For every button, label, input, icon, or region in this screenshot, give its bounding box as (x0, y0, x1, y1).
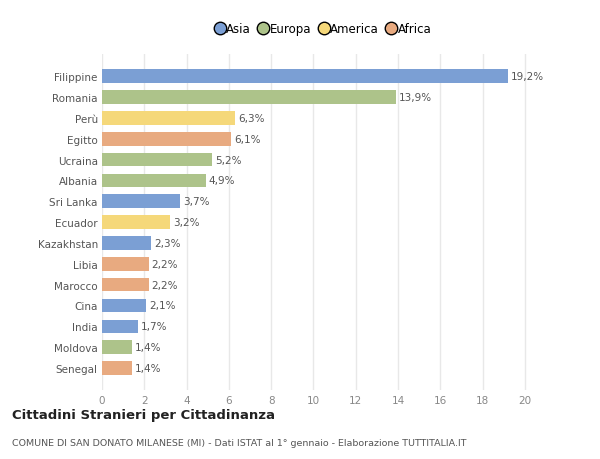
Text: 3,2%: 3,2% (173, 218, 199, 228)
Text: 6,1%: 6,1% (234, 134, 260, 145)
Bar (102, 70, 508, 84)
Text: 19,2%: 19,2% (511, 72, 544, 82)
Text: COMUNE DI SAN DONATO MILANESE (MI) - Dati ISTAT al 1° gennaio - Elaborazione TUT: COMUNE DI SAN DONATO MILANESE (MI) - Dat… (12, 438, 467, 447)
Text: 1,4%: 1,4% (135, 342, 161, 353)
Bar (102, 216, 170, 230)
Bar (102, 112, 235, 125)
Text: 1,4%: 1,4% (135, 363, 161, 373)
Text: 5,2%: 5,2% (215, 155, 242, 165)
Text: 2,2%: 2,2% (152, 259, 178, 269)
Bar (102, 195, 180, 208)
Bar (102, 153, 212, 167)
Bar (102, 278, 149, 292)
Bar (102, 91, 396, 105)
Bar (102, 361, 131, 375)
Bar (102, 174, 206, 188)
Text: 4,9%: 4,9% (209, 176, 235, 186)
Text: Cittadini Stranieri per Cittadinanza: Cittadini Stranieri per Cittadinanza (12, 408, 275, 421)
Bar (102, 133, 231, 146)
Legend: Asia, Europa, America, Africa: Asia, Europa, America, Africa (214, 21, 434, 39)
Text: 3,7%: 3,7% (184, 197, 210, 207)
Bar (102, 341, 131, 354)
Bar (102, 257, 149, 271)
Text: 2,2%: 2,2% (152, 280, 178, 290)
Bar (102, 299, 146, 313)
Text: 6,3%: 6,3% (238, 114, 265, 123)
Text: 1,7%: 1,7% (141, 322, 167, 331)
Bar (102, 320, 138, 333)
Text: 2,3%: 2,3% (154, 238, 181, 248)
Text: 13,9%: 13,9% (399, 93, 432, 103)
Bar (102, 237, 151, 250)
Text: 2,1%: 2,1% (149, 301, 176, 311)
